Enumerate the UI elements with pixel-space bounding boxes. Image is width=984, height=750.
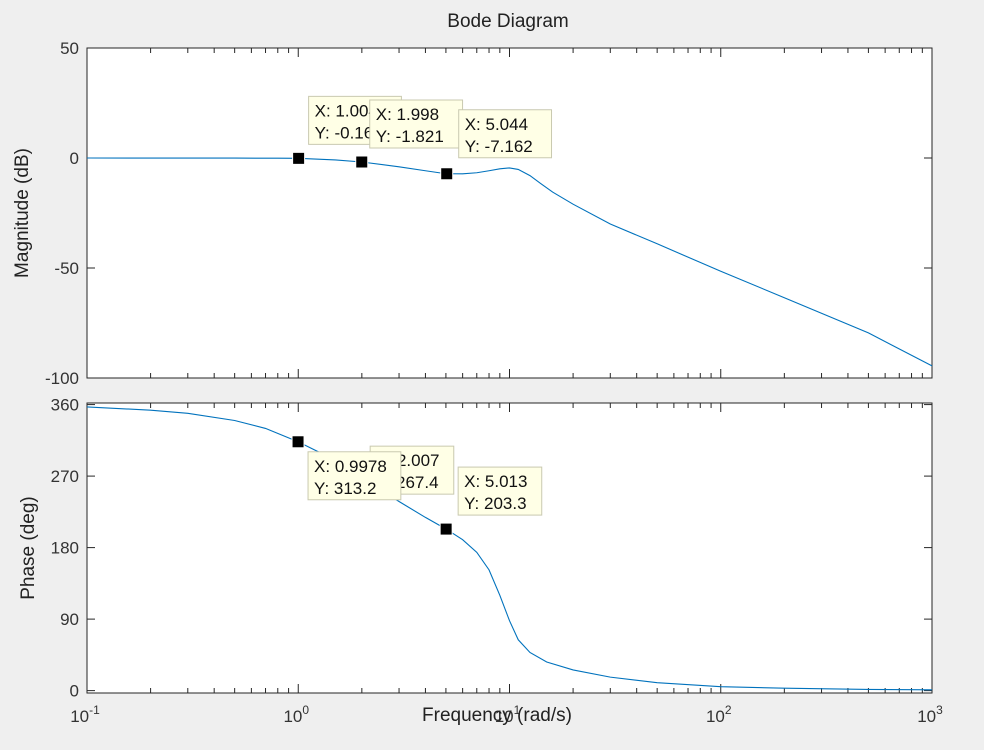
datatip[interactable]: X: 0.9978 Y: 313.2: [307, 451, 402, 501]
x-tick-label: 101: [495, 703, 521, 726]
phase-ytick-labels: 0 90 180 270 360: [51, 396, 79, 701]
x-tick-labels: 10-1 100 101 102 103: [70, 703, 943, 726]
datatip[interactable]: X: 5.044 Y: -7.162: [458, 109, 553, 159]
magnitude-ytick-labels: -100 -50 0 50: [45, 39, 79, 388]
datatip-x-label: X: 1.998: [376, 105, 439, 124]
datatip-box: [369, 99, 464, 149]
datatip-box: [458, 109, 553, 159]
y-tick-label: 50: [60, 39, 79, 58]
datatip-x-label: X: 1.004: [315, 101, 378, 120]
x-tick-label: 10-1: [70, 703, 100, 726]
datatip-y-label: Y: 203.3: [464, 494, 526, 513]
datatip-marker[interactable]: [440, 167, 454, 181]
y-tick-label: 180: [51, 539, 79, 558]
y-tick-label: 90: [60, 610, 79, 629]
y-tick-label: 360: [51, 396, 79, 415]
phase-plot-area[interactable]: [86, 402, 933, 694]
datatip-marker[interactable]: [291, 435, 305, 449]
phase-ylabel: Phase (deg): [18, 496, 39, 600]
datatip-y-label: Y: -7.162: [465, 137, 533, 156]
magnitude-datatip-markers: [292, 151, 454, 181]
magnitude-tick-marks: [86, 47, 932, 379]
datatip[interactable]: X: 5.013 Y: 203.3: [457, 466, 543, 516]
datatip-box: [457, 466, 543, 516]
x-tick-label: 103: [917, 703, 943, 726]
datatip-box: [307, 451, 402, 501]
datatip-y-label: Y: -0.163: [315, 123, 383, 142]
datatip-marker[interactable]: [292, 151, 306, 165]
datatip-marker[interactable]: [355, 155, 369, 169]
y-tick-label: 270: [51, 467, 79, 486]
phase-series-line: [86, 406, 933, 691]
datatip-x-label: X: 0.9978: [314, 457, 387, 476]
x-tick-label: 102: [706, 703, 732, 726]
y-tick-label: -100: [45, 369, 79, 388]
phase-tick-marks: [86, 403, 932, 693]
datatip-x-label: X: 5.044: [465, 115, 528, 134]
y-tick-label: 0: [70, 682, 79, 701]
datatip[interactable]: X: 1.998 Y: -1.821: [369, 99, 464, 149]
x-axis-label: Frequency (rad/s): [422, 705, 572, 726]
datatip-x-label: X: 5.013: [464, 472, 527, 491]
datatip-marker[interactable]: [439, 522, 453, 536]
datatip-y-label: Y: -1.821: [376, 127, 444, 146]
magnitude-ylabel: Magnitude (dB): [12, 148, 33, 278]
x-tick-label: 100: [283, 703, 309, 726]
chart-title: Bode Diagram: [447, 11, 568, 32]
y-tick-label: -50: [54, 259, 79, 278]
magnitude-plot-area[interactable]: [86, 47, 933, 379]
datatip-y-label: Y: 313.2: [314, 479, 376, 498]
y-tick-label: 0: [70, 149, 79, 168]
